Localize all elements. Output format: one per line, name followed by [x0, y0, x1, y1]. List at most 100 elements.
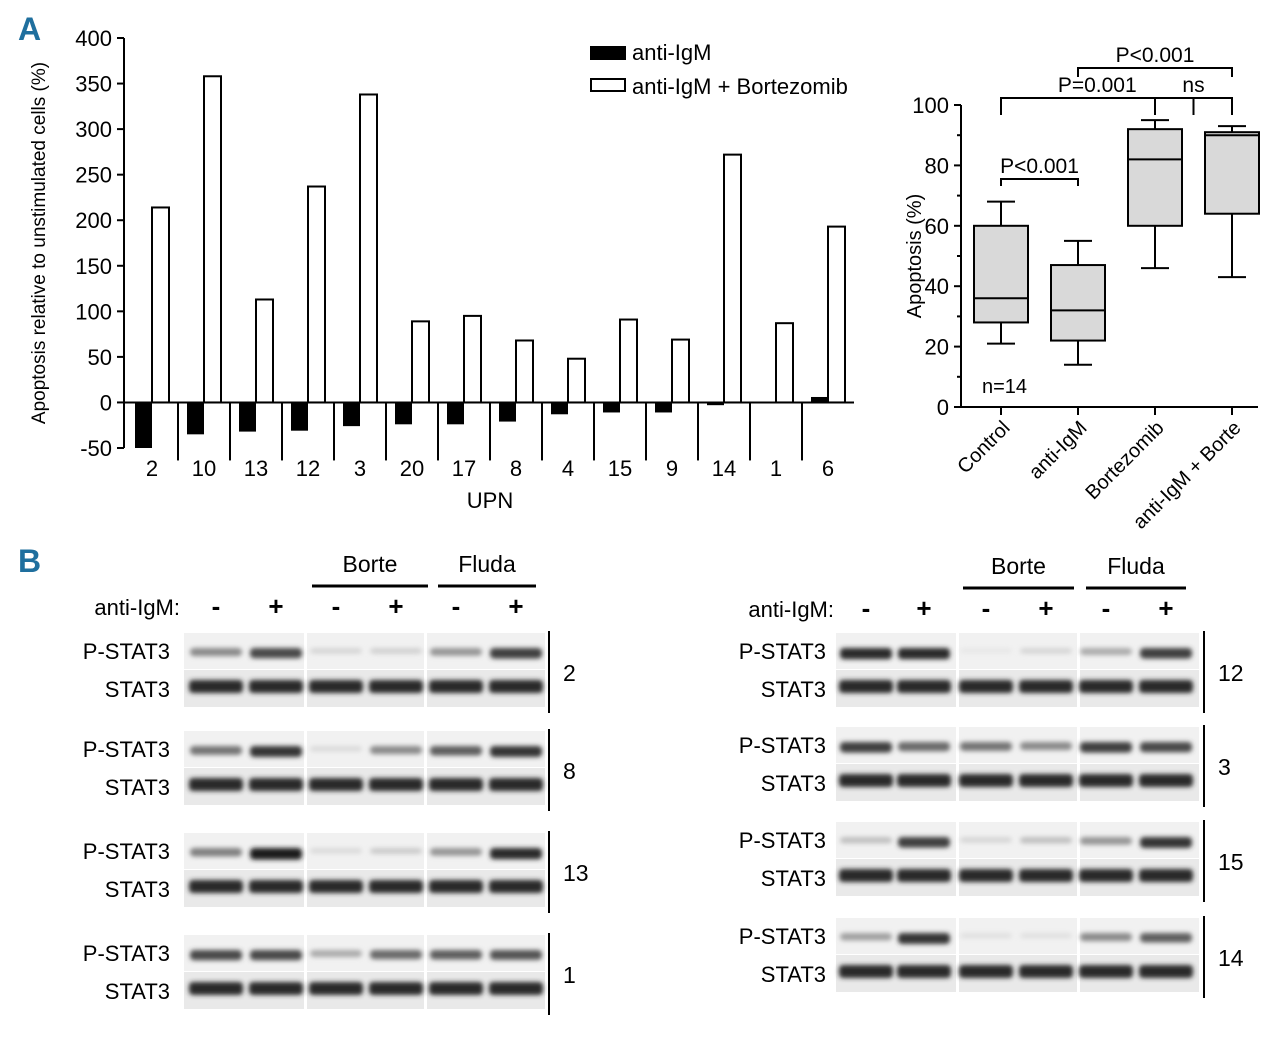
band-stat3 — [249, 982, 303, 995]
x-tick-label: 15 — [608, 456, 632, 481]
bar-anti-igm-bortezomib — [515, 339, 534, 404]
lane-sign: + — [268, 591, 283, 621]
band-pstat3 — [898, 648, 950, 660]
band-stat3 — [429, 680, 483, 693]
row-label-stat3: STAT3 — [761, 962, 826, 987]
band-pstat3 — [430, 746, 482, 756]
y-tick-label: 250 — [75, 163, 112, 188]
band-stat3 — [189, 982, 243, 995]
lane-sign: + — [1038, 593, 1053, 623]
panel-a-label: A — [18, 11, 41, 47]
box-y-tick-label: 80 — [925, 153, 949, 178]
x-tick-label: 3 — [354, 456, 366, 481]
box-category-label: Control — [953, 417, 1014, 478]
band-stat3 — [1079, 774, 1133, 787]
y-axis-label: Apoptosis relative to unstimulated cells… — [29, 62, 50, 424]
band-stat3 — [309, 778, 363, 791]
band-pstat3 — [190, 848, 242, 857]
band-pstat3 — [250, 648, 302, 659]
bar-anti-igm-bortezomib — [463, 314, 482, 404]
band-stat3 — [897, 774, 951, 787]
box-y-tick-label: 20 — [925, 335, 949, 360]
y-tick-label: 0 — [100, 390, 112, 415]
stim-label: anti-IgM: — [94, 595, 180, 620]
treatment-label: Borte — [343, 551, 398, 577]
row-label-pstat3: P-STAT3 — [739, 733, 826, 758]
band-pstat3 — [370, 848, 422, 855]
box-y-tick-label: 60 — [925, 214, 949, 239]
band-pstat3 — [840, 742, 892, 753]
x-tick-label: 17 — [452, 456, 476, 481]
row-label-stat3: STAT3 — [761, 866, 826, 891]
band-stat3 — [839, 965, 893, 978]
band-stat3 — [959, 680, 1013, 693]
significance-bracket — [1000, 178, 1079, 186]
significance-bracket — [1000, 97, 1195, 115]
legend-swatch-anti-igm-bortezomib — [590, 78, 626, 92]
band-stat3 — [429, 880, 483, 893]
legend-label-anti-igm-bortezomib: anti-IgM + Bortezomib — [632, 74, 848, 99]
bar-anti-igm — [187, 402, 204, 435]
significance-label: P<0.001 — [1000, 155, 1079, 178]
band-stat3 — [839, 680, 893, 693]
band-pstat3 — [1020, 933, 1072, 939]
y-tick-label: 50 — [88, 345, 112, 370]
band-stat3 — [489, 982, 543, 995]
band-stat3 — [1139, 869, 1193, 882]
band-pstat3 — [490, 746, 542, 757]
bar-anti-igm — [447, 402, 464, 425]
patient-id: 3 — [1218, 754, 1231, 780]
band-stat3 — [249, 680, 303, 693]
band-stat3 — [249, 778, 303, 791]
band-stat3 — [1139, 774, 1193, 787]
band-stat3 — [189, 778, 243, 791]
treatment-label: Fluda — [1107, 553, 1165, 579]
patient-id: 2 — [563, 660, 576, 686]
row-label-stat3: STAT3 — [105, 979, 170, 1004]
band-pstat3 — [430, 950, 482, 960]
bar-anti-igm — [707, 402, 724, 406]
band-stat3 — [369, 778, 423, 791]
band-pstat3 — [250, 746, 302, 757]
band-stat3 — [1019, 680, 1073, 693]
band-stat3 — [309, 680, 363, 693]
bar-anti-igm-bortezomib — [359, 93, 378, 404]
band-stat3 — [897, 965, 951, 978]
lane-sign: + — [508, 591, 523, 621]
band-pstat3 — [1140, 742, 1192, 753]
band-pstat3 — [960, 742, 1012, 751]
bar-anti-igm-bortezomib — [567, 357, 586, 404]
treatment-label: Fluda — [458, 551, 516, 577]
band-pstat3 — [898, 742, 950, 752]
y-tick-label: 100 — [75, 299, 112, 324]
band-pstat3 — [1140, 933, 1192, 943]
bar-anti-igm-bortezomib — [255, 298, 274, 404]
lane-sign: - — [452, 591, 461, 621]
lane-sign: - — [862, 593, 871, 623]
patient-id: 13 — [563, 860, 589, 886]
sample-size-annotation: n=14 — [982, 376, 1027, 398]
band-pstat3 — [190, 746, 242, 755]
panel-b-label: B — [18, 543, 41, 579]
band-stat3 — [1079, 869, 1133, 882]
iqr-box — [1127, 128, 1183, 227]
band-pstat3 — [1140, 837, 1192, 848]
bar-anti-igm — [603, 402, 620, 413]
box-y-axis-label: Apoptosis (%) — [904, 194, 926, 319]
bar-anti-igm-bortezomib — [307, 185, 326, 404]
significance-label: P<0.001 — [1116, 44, 1195, 67]
x-tick-label: 4 — [562, 456, 574, 481]
band-stat3 — [839, 774, 893, 787]
patient-id: 14 — [1218, 945, 1244, 971]
x-tick-label: 1 — [770, 456, 782, 481]
bar-anti-igm — [395, 402, 412, 425]
band-stat3 — [897, 680, 951, 693]
row-label-stat3: STAT3 — [761, 771, 826, 796]
bar-anti-igm — [291, 402, 308, 431]
band-pstat3 — [1020, 742, 1072, 751]
band-stat3 — [1139, 680, 1193, 693]
lane-sign: - — [1102, 593, 1111, 623]
box-y-tick-label: 40 — [925, 274, 949, 299]
bar-anti-igm — [551, 402, 568, 415]
